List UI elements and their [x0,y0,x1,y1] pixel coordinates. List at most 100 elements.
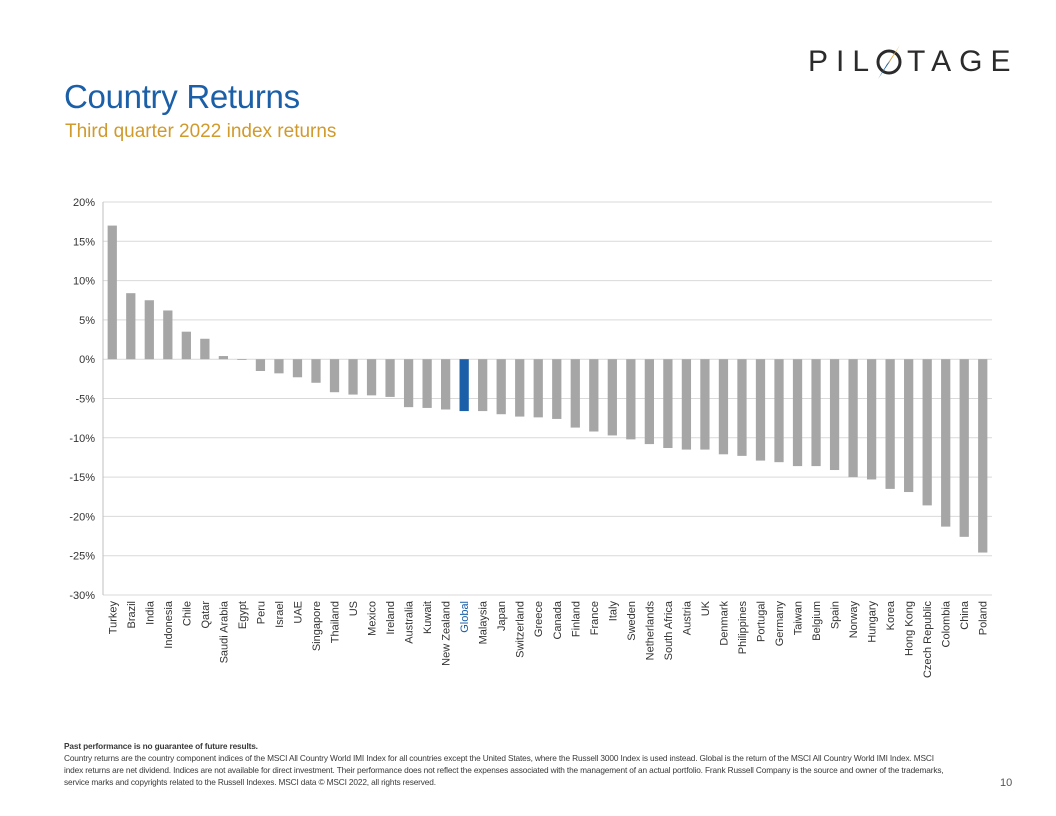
category-label: Indonesia [163,600,175,649]
y-tick-label: -5% [75,394,95,406]
category-label: Global [459,601,471,633]
category-label: Malaysia [478,600,490,644]
bar-india [144,300,154,360]
category-label: UK [700,600,712,616]
bar-korea [885,359,895,489]
category-label: UAE [292,601,304,624]
category-label: Japan [496,601,508,631]
brand-logo: PIL TAGE [808,42,1018,82]
logo-text-right: TAGE [907,45,1019,78]
bar-uk [700,359,710,450]
chart-axes: 20% 15% 10% 5% 0% -5% -10% -15% -20% -25% -30% [69,197,104,602]
bar-turkey [107,225,117,360]
bar-greece [533,359,543,418]
category-label: Greece [533,601,545,637]
category-label: Philippines [737,601,749,655]
category-label: Denmark [718,601,730,646]
disclaimer-footnote: Past performance is no guarantee of futu… [64,740,944,788]
category-label: South Africa [663,600,675,660]
category-label: Israel [274,601,286,628]
chart-bars [107,225,988,553]
bar-czech-republic [922,359,932,506]
bar-germany [774,359,784,463]
bar-poland [978,359,988,553]
category-label: Hong Kong [904,601,916,656]
bar-singapore [311,359,321,383]
bar-egypt [237,359,247,360]
bar-thailand [329,359,340,393]
disclaimer-heading: Past performance is no guarantee of futu… [64,741,258,751]
category-label: Qatar [200,601,212,629]
bar-australia [403,359,414,408]
bar-norway [848,359,858,478]
disclaimer-body: Country returns are the country componen… [64,753,944,787]
category-label: Korea [885,600,897,630]
bar-brazil [126,293,136,360]
category-label: Canada [552,600,564,639]
bar-malaysia [478,359,488,412]
bar-japan [496,359,506,415]
y-tick-label: -15% [69,472,95,484]
bar-hong-kong [904,359,914,493]
category-label: Finland [570,601,582,637]
category-label: Taiwan [793,601,805,635]
category-label: Italy [607,601,619,622]
bar-china [959,359,969,537]
bar-ireland [385,359,395,397]
category-label: Colombia [941,600,953,647]
bar-sweden [626,359,636,440]
category-label: Hungary [867,601,879,643]
y-tick-label: 15% [73,236,95,248]
bar-hungary [866,359,877,480]
bar-philippines [737,359,747,456]
category-label: Thailand [330,601,342,643]
y-tick-label: -30% [69,590,95,602]
category-label: Egypt [237,601,249,629]
category-label: Kuwait [422,601,434,634]
category-label: Czech Republic [922,601,934,679]
bar-denmark [718,359,729,455]
bar-switzerland [515,359,525,417]
bar-spain [829,359,840,471]
logo-text-left: PIL [808,45,878,78]
category-label: Chile [181,601,193,626]
y-tick-label: 0% [79,354,95,366]
bar-us [348,359,358,395]
bar-mexico [366,359,377,396]
bar-netherlands [644,359,654,445]
bar-belgium [811,359,821,467]
page-title: Country Returns [64,78,300,115]
category-label: Norway [848,601,860,639]
page-number: 10 [1000,777,1013,789]
category-label: Peru [255,601,267,624]
category-label: Poland [978,601,990,635]
category-label: Belgium [811,601,823,641]
bar-global [459,359,469,412]
country-returns-chart: 20% 15% 10% 5% 0% -5% -10% -15% -20% -25% -30% Tur… [69,197,992,678]
page-subtitle: Third quarter 2022 index returns [65,121,337,142]
bar-peru [255,359,266,371]
y-tick-label: -20% [69,511,95,523]
y-tick-label: -10% [69,433,95,445]
bar-finland [570,359,580,428]
category-label: Singapore [311,601,323,651]
y-tick-label: 10% [73,276,95,288]
y-tick-label: 5% [79,315,95,327]
y-tick-label: 20% [73,197,95,209]
category-label: India [144,600,156,625]
bar-uae [292,359,303,378]
bar-portugal [755,359,766,461]
category-label: Germany [774,601,786,647]
category-label: Netherlands [644,601,656,661]
category-label: Austria [681,600,693,635]
category-label: China [959,600,971,630]
category-label: Australia [404,600,416,644]
category-label: US [348,601,360,616]
chart-category-labels: Turkey Brazil India Indonesia Chile Qatar Saud… [107,600,989,678]
bar-saudi-arabia [218,356,229,360]
category-label: Mexico [367,601,379,636]
y-tick-label: -25% [69,551,95,563]
compass-needle-icon [876,45,902,79]
chart-gridlines [103,201,992,596]
bar-colombia [941,359,951,527]
